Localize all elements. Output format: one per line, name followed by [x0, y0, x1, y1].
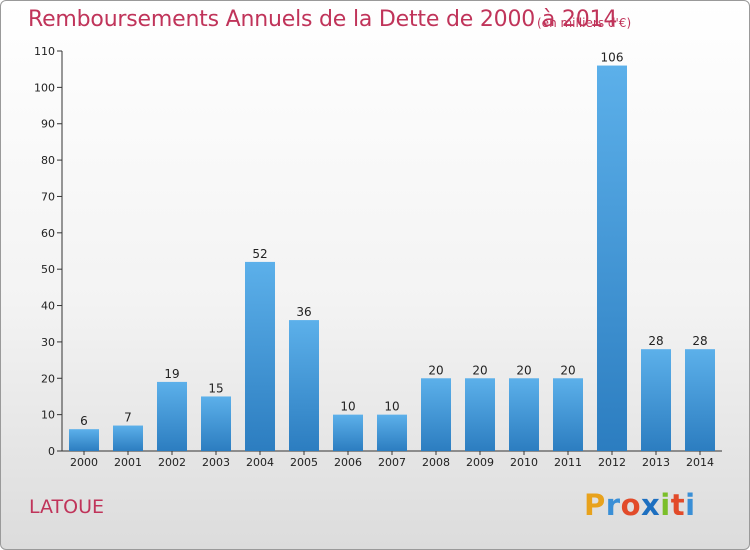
proxiti-logo: Proxiti: [584, 488, 696, 522]
y-tick-label: 40: [41, 300, 55, 313]
x-tick-label: 2011: [554, 456, 582, 469]
data-label: 28: [648, 334, 663, 348]
bar: [641, 349, 671, 451]
bar: [465, 378, 495, 451]
bar: [113, 425, 143, 451]
data-label: 20: [560, 363, 575, 377]
bar: [509, 378, 539, 451]
x-tick-label: 2006: [334, 456, 362, 469]
data-label: 52: [252, 247, 267, 261]
y-tick-label: 110: [34, 45, 55, 58]
y-tick-label: 50: [41, 263, 55, 276]
x-tick-label: 2008: [422, 456, 450, 469]
data-label: 7: [124, 411, 132, 425]
logo-letter: x: [641, 488, 661, 522]
logo-letter: P: [584, 488, 606, 522]
y-tick-label: 20: [41, 372, 55, 385]
commune-name: LATOUE: [29, 496, 105, 518]
logo-letter: o: [620, 488, 642, 522]
bar: [685, 349, 715, 451]
bar: [553, 378, 583, 451]
chart-title: Remboursements Annuels de la Dette de 20…: [28, 7, 618, 32]
x-tick-label: 2002: [158, 456, 186, 469]
bar: [377, 414, 407, 451]
chart-subtitle: (en milliers d'€): [537, 16, 632, 30]
y-tick-label: 90: [41, 118, 55, 131]
x-tick-label: 2014: [686, 456, 714, 469]
y-tick-label: 60: [41, 227, 55, 240]
x-tick-label: 2013: [642, 456, 670, 469]
data-label: 36: [296, 305, 311, 319]
bar: [245, 261, 275, 451]
y-tick-label: 10: [41, 409, 55, 422]
data-label: 20: [428, 363, 443, 377]
x-tick-label: 2012: [598, 456, 626, 469]
x-tick-label: 2003: [202, 456, 230, 469]
data-label: 10: [340, 400, 355, 414]
y-tick-label: 70: [41, 190, 55, 203]
bar: [69, 429, 99, 451]
data-label: 106: [601, 51, 624, 65]
bar: [289, 320, 319, 451]
data-label: 15: [208, 381, 223, 395]
y-tick-label: 80: [41, 154, 55, 167]
bar: [333, 414, 363, 451]
logo-letter: i: [685, 488, 696, 522]
bar: [597, 65, 627, 451]
x-tick-label: 2010: [510, 456, 538, 469]
data-label: 20: [516, 363, 531, 377]
bar: [421, 378, 451, 451]
data-label: 28: [692, 334, 707, 348]
logo-letter: r: [605, 488, 621, 522]
x-tick-label: 2005: [290, 456, 318, 469]
chart-bars: [69, 65, 715, 451]
x-tick-label: 2004: [246, 456, 274, 469]
x-tick-label: 2000: [70, 456, 98, 469]
data-label: 6: [80, 414, 88, 428]
bar: [157, 381, 187, 451]
bar: [201, 396, 231, 451]
x-tick-label: 2007: [378, 456, 406, 469]
logo-letter: t: [670, 488, 686, 522]
y-tick-label: 0: [48, 445, 55, 458]
y-tick-label: 30: [41, 336, 55, 349]
logo-letter: i: [660, 488, 671, 522]
chart-labels: 2000 6 2001 7 2002 19 2003 15 2004 52 2005 36 2006 10…: [70, 51, 714, 469]
x-tick-label: 2001: [114, 456, 142, 469]
y-tick-label: 100: [34, 81, 55, 94]
data-label: 19: [164, 367, 179, 381]
x-tick-label: 2009: [466, 456, 494, 469]
data-label: 10: [384, 400, 399, 414]
data-label: 20: [472, 363, 487, 377]
